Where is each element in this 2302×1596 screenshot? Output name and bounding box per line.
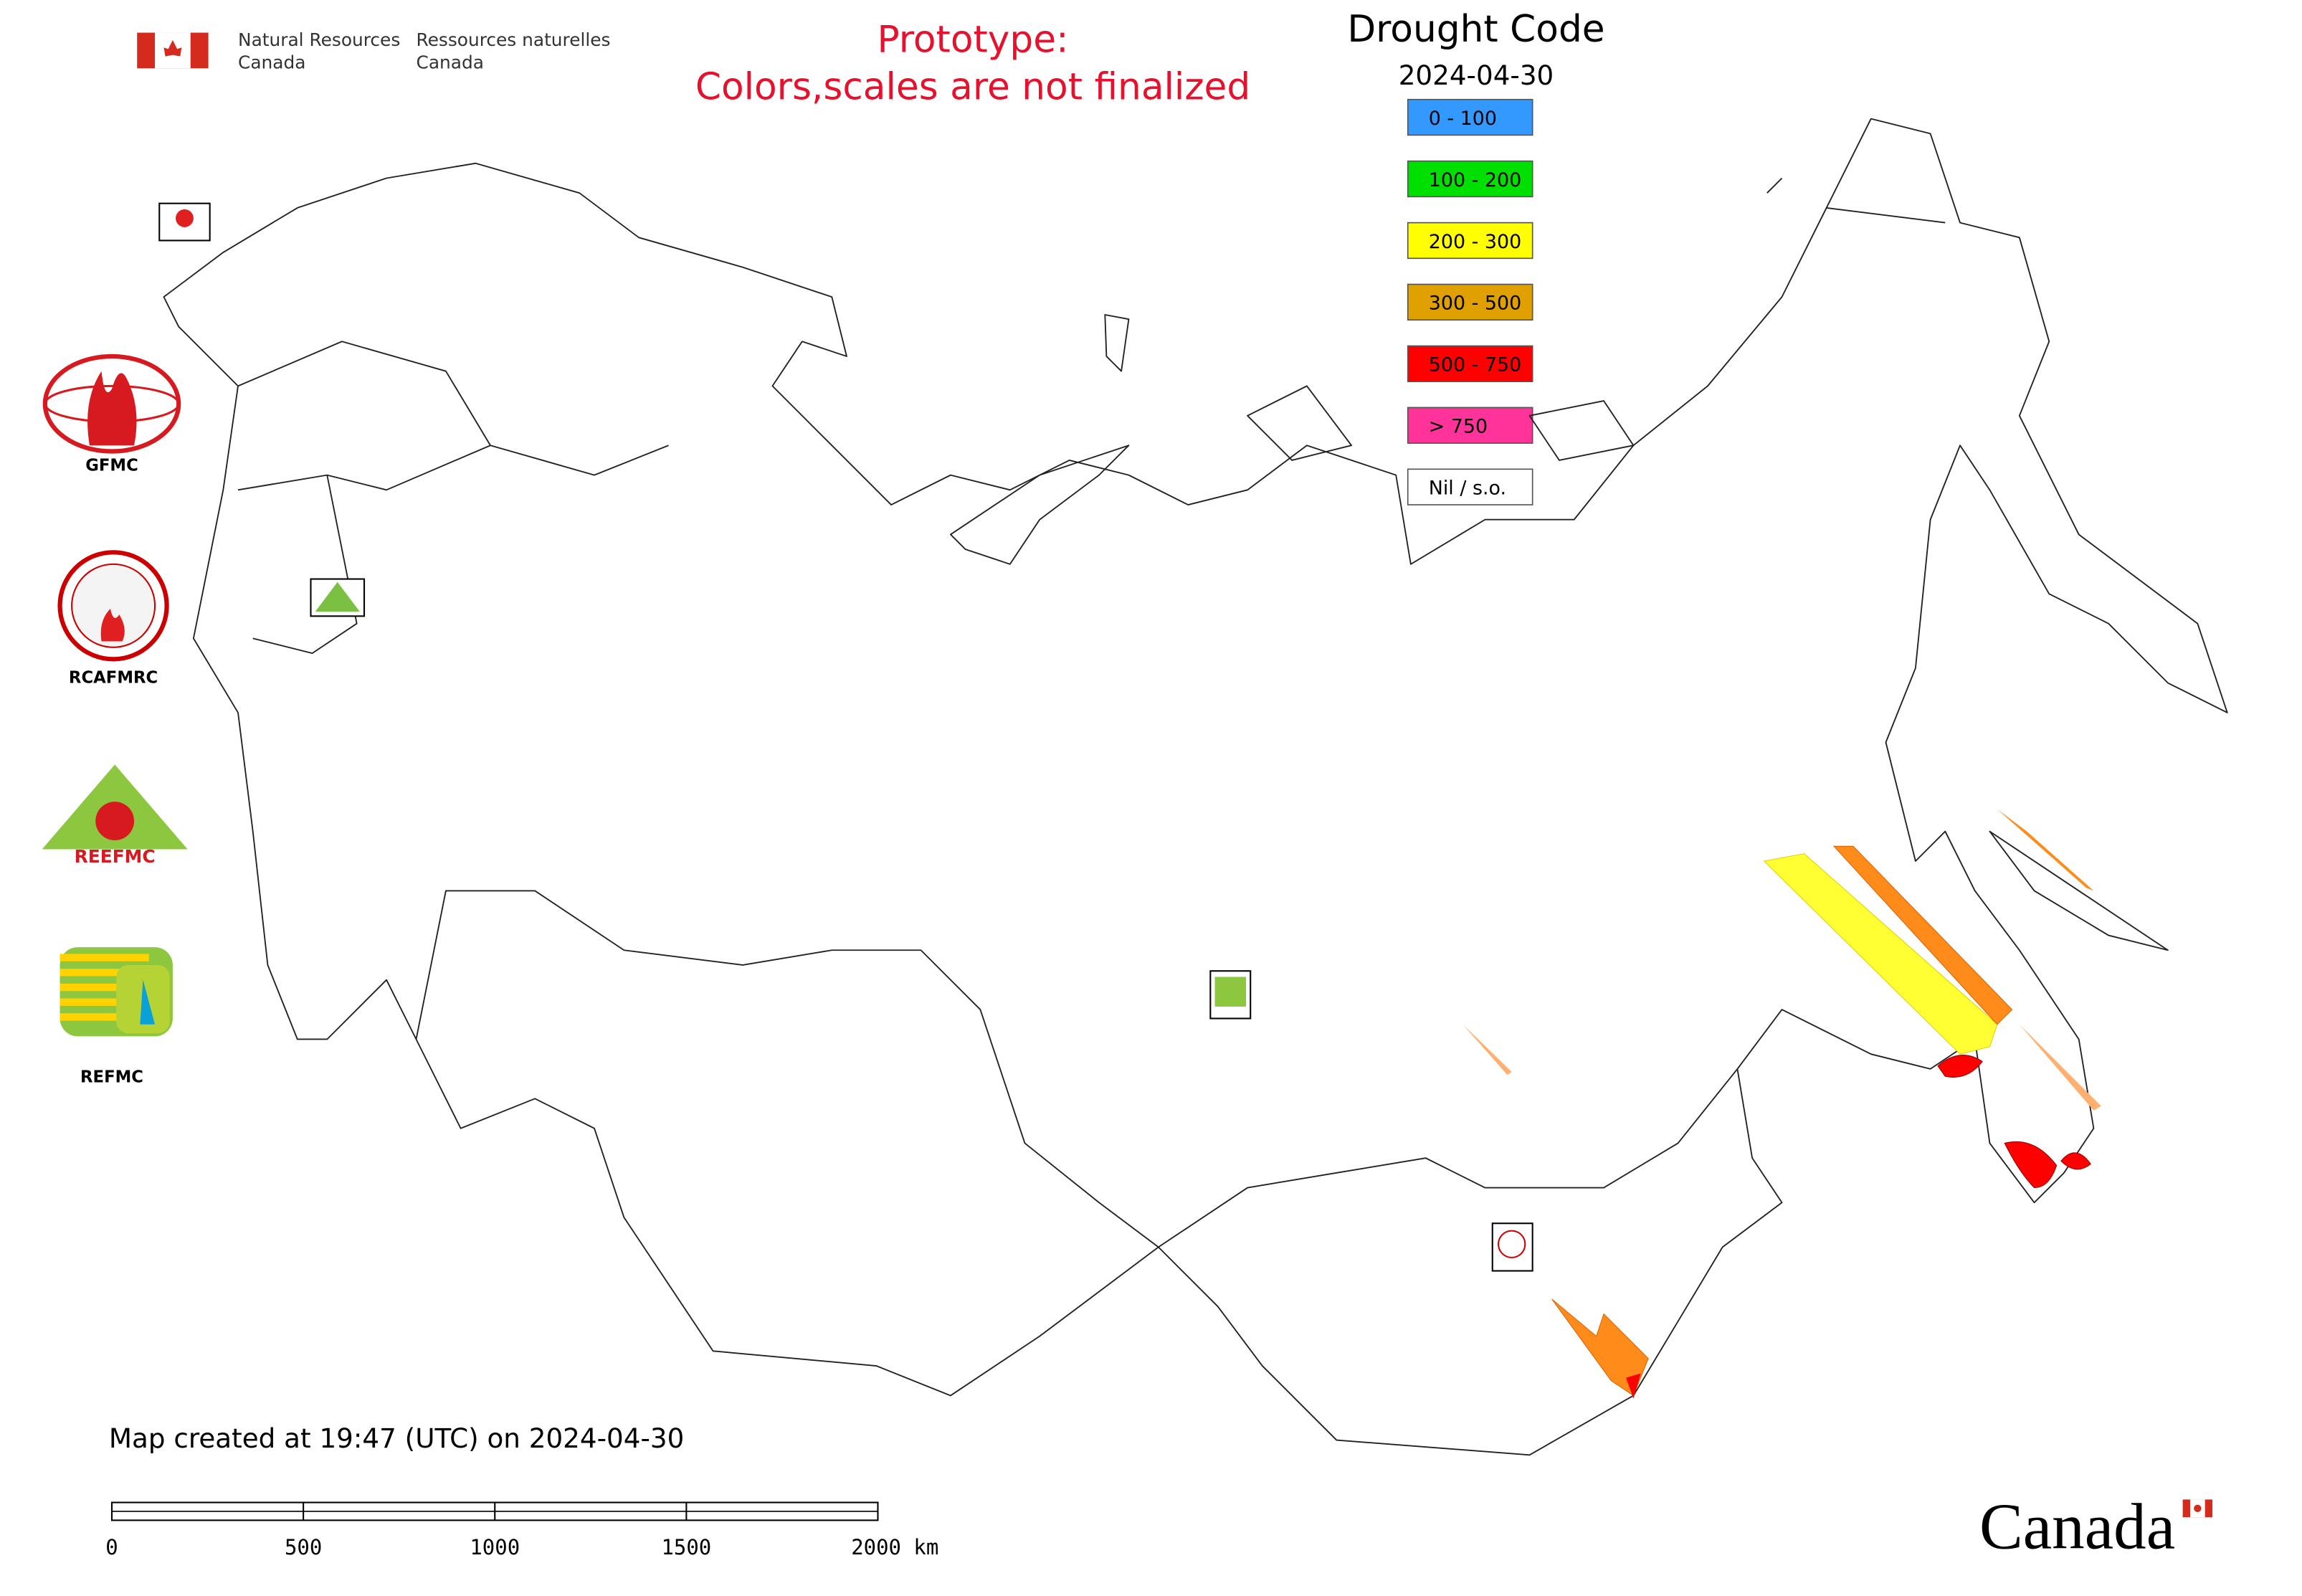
map-logo: [310, 578, 366, 617]
patch: [1763, 853, 1998, 1055]
scale-labels: 0 500 1000 1500 2000 km: [105, 1535, 938, 1559]
department-fr: Canada: [417, 52, 484, 72]
legend-swatch: [1407, 222, 1533, 260]
legend-title: Drought Code: [1347, 8, 1604, 51]
legend-label: 300 - 500: [1429, 293, 1522, 315]
island: [950, 177, 2169, 951]
legend-swatch: [1407, 98, 1533, 136]
map-logo: [158, 202, 211, 242]
border: [415, 890, 1159, 1248]
notice: Prototype:: [877, 18, 1068, 61]
nrcan-signature: Natural Resources Canada Ressources natu…: [137, 29, 611, 72]
legend-label: 500 - 750: [1429, 354, 1522, 376]
scale-label: 1000: [470, 1535, 520, 1559]
legend-swatch: [1407, 407, 1533, 444]
patch: [2004, 1141, 2058, 1189]
country-outline: [163, 118, 2228, 1456]
scale-label: 0: [105, 1535, 118, 1559]
canada-wordmark: Canada: [1979, 1491, 2175, 1563]
wordmark-flag: [2182, 1499, 2213, 1518]
island: [1104, 314, 1635, 461]
legend-label: 0 - 100: [1429, 108, 1497, 130]
scale-bar: [110, 1501, 879, 1521]
patch: [2019, 1024, 2101, 1111]
patch: [1937, 1055, 1983, 1078]
scale-label: 1500: [661, 1535, 711, 1559]
legend-label: Nil / s.o.: [1429, 478, 1506, 500]
patch: [2060, 1152, 2091, 1170]
scale-label: 500: [285, 1535, 322, 1559]
notice: Colors,scales are not finalized: [695, 66, 1250, 109]
logo-label: REEFMC: [75, 846, 156, 867]
legend-swatch: [1407, 160, 1533, 198]
legend-swatch: [1407, 345, 1533, 382]
patch: [1462, 1024, 1512, 1075]
legend-date: 2024-04-30: [1399, 60, 1554, 91]
logo-rcafmrc: [57, 550, 169, 662]
patch: [1551, 1298, 1649, 1397]
drought-patches: [1462, 809, 2101, 1399]
map-logo: [1209, 970, 1252, 1020]
map-logo: [1491, 1222, 1533, 1272]
legend-label: 100 - 200: [1429, 169, 1522, 191]
border: [237, 341, 669, 655]
logo-reefmc: [42, 764, 188, 850]
logo-label: GFMC: [85, 456, 138, 475]
department-fr: Ressources naturelles: [417, 29, 611, 50]
border: [1158, 1068, 1739, 1248]
patch: [1626, 1373, 1641, 1399]
department-en: Natural Resources: [238, 29, 400, 50]
logo-label: REFMC: [80, 1068, 143, 1087]
legend-label: 200 - 300: [1429, 231, 1522, 253]
logo-gfmc: [42, 353, 181, 454]
legend: 0 - 100 100 - 200 200 - 300 300 - 500 500 - …: [1407, 98, 1533, 505]
patch: [1832, 845, 2013, 1025]
logo-label: RCAFMRC: [69, 669, 158, 688]
logo-refmc: [60, 947, 173, 1037]
department-en: Canada: [238, 52, 305, 72]
created-note: Map created at 19:47 (UTC) on 2024-04-30: [109, 1422, 684, 1454]
legend-swatch: [1407, 283, 1533, 321]
legend-label: > 750: [1429, 416, 1488, 438]
patch: [1997, 809, 2094, 891]
maple-leaf: [163, 39, 182, 57]
scale-label: 2000 km: [851, 1535, 938, 1559]
legend-swatch: [1407, 468, 1533, 505]
